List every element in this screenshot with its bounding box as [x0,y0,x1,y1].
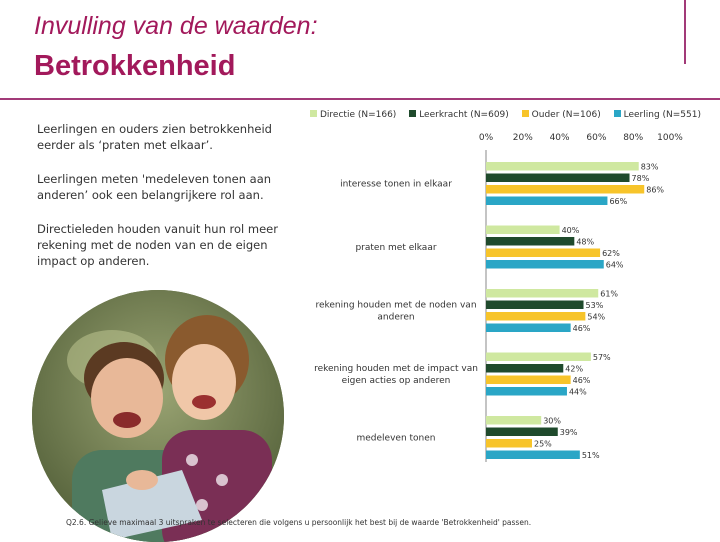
legend-label-leerling: Leerling (N=551) [623,110,701,120]
bar-ouder [486,439,532,448]
x-tick-label: 80% [623,133,643,143]
bar-leerling [486,387,567,396]
x-tick-label: 40% [550,133,570,143]
legend-item-leerkracht: Leerkracht (N=609) [409,110,509,120]
data-label: 66% [609,197,627,206]
bar-ouder [486,312,586,321]
data-label: 25% [534,440,552,449]
data-label: 40% [562,226,580,235]
data-label: 51% [582,451,600,460]
legend-label-leerkracht: Leerkracht (N=609) [419,110,509,120]
bar-leerkracht [486,300,584,309]
bar-ouder [486,248,601,257]
bar-leerkracht [486,237,575,246]
data-label: 42% [565,365,583,374]
data-label: 46% [573,376,591,385]
bar-directie [486,162,639,171]
data-label: 64% [606,261,624,270]
data-label: 86% [646,186,664,195]
x-tick-label: 20% [513,133,533,143]
data-label: 30% [543,417,561,426]
bar-leerkracht [486,427,558,436]
page-title-line-2: Betrokkenheid [34,50,236,82]
legend-label-directie: Directie (N=166) [320,110,397,120]
bar-leerkracht [486,173,630,182]
category-label: rekening houden met de impact van eigen a… [314,364,478,386]
x-tick-label: 60% [586,133,606,143]
x-tick-label: 0% [479,133,494,143]
bar-directie [486,416,542,425]
page-title-line-1: Invulling van de waarden: [34,12,318,40]
bar-leerling [486,450,580,459]
data-label: 44% [569,388,587,397]
legend-item-directie: Directie (N=166) [310,110,396,120]
data-label: 62% [602,249,620,258]
bar-ouder [486,375,571,384]
bar-directie [486,225,560,234]
data-label: 61% [600,290,618,299]
bullet-text-3: Directieleden houden vanuit hun rol meer… [37,222,278,268]
data-label: 46% [573,324,591,333]
data-label: 57% [593,353,611,362]
legend-item-leerling: Leerling (N=551) [613,110,701,120]
category-label: medeleven tonen [356,434,435,444]
footnote: Q2.6. Gelieve maximaal 3 uitspraken te s… [66,518,532,527]
data-label: 78% [632,174,650,183]
data-label: 83% [641,163,659,172]
category-label: praten met elkaar [355,243,436,253]
frame-right-line [684,0,686,64]
bullet-text-2: Leerlingen meten 'medeleven tonen aan an… [37,172,272,202]
legend-item-ouder: Ouder (N=106) [521,110,601,120]
children-photo [32,290,284,542]
category-label: rekening houden met de noden van anderen [315,301,476,323]
bullet-text-1: Leerlingen en ouders zien betrokkenheid … [37,122,272,152]
bar-directie [486,352,591,361]
data-label: 39% [560,428,578,437]
category-label: interesse tonen in elkaar [340,180,452,190]
data-label: 53% [586,301,604,310]
bar-directie [486,289,599,298]
bar-leerling [486,196,608,205]
bar-leerkracht [486,364,564,373]
data-label: 48% [576,238,594,247]
x-tick-label: 100% [657,133,683,143]
bar-leerling [486,323,571,332]
legend-label-ouder: Ouder (N=106) [531,110,601,120]
chart-legend: Directie (N=166) Leerkracht (N=609) Oude… [310,110,711,120]
frame-bottom-line [0,98,720,100]
bar-leerling [486,260,604,269]
bar-ouder [486,185,645,194]
data-label: 54% [587,313,605,322]
